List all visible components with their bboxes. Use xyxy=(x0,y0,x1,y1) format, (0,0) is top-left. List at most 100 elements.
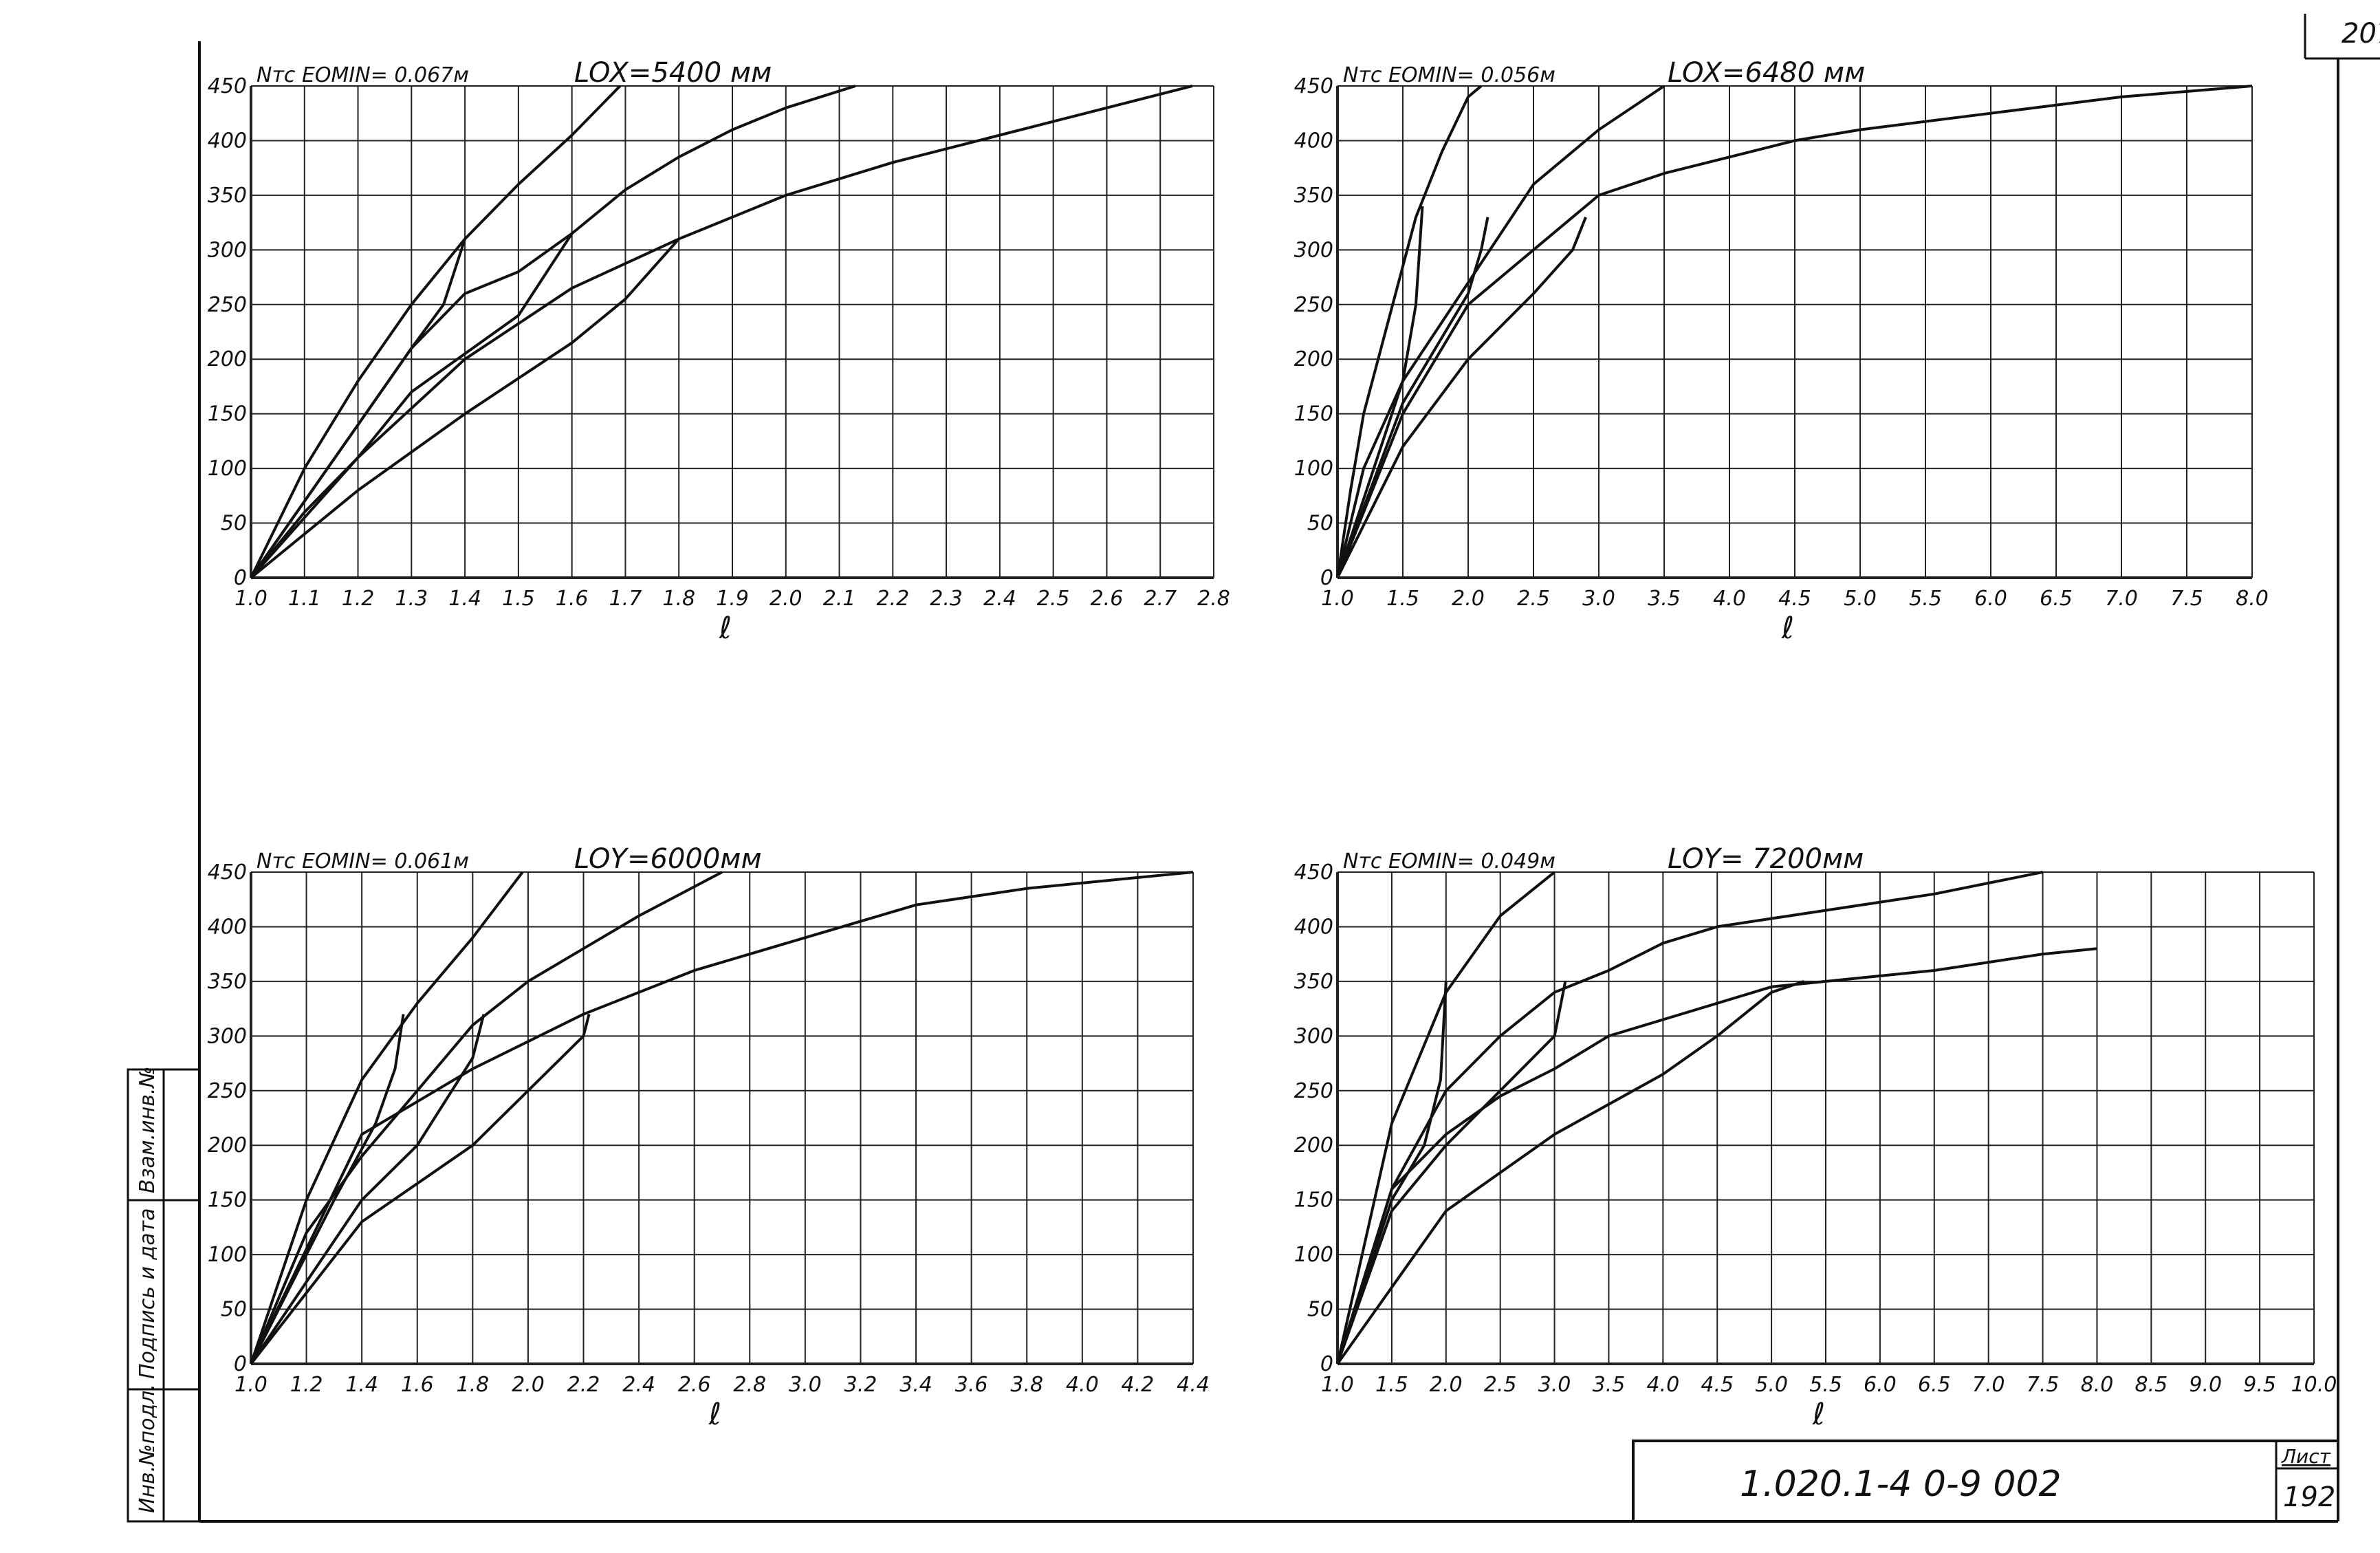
x-tick-label: 4.0 xyxy=(1646,1373,1679,1397)
y-tick-label: 300 xyxy=(1294,1024,1333,1048)
y-tick-label: 450 xyxy=(208,74,247,98)
x-tick-label: 8.0 xyxy=(2236,587,2269,611)
y-tick-label: 50 xyxy=(1307,512,1333,536)
x-tick-label: 1.8 xyxy=(662,587,695,611)
x-tick-label: 1.1 xyxy=(288,587,321,611)
y-tick-label: 250 xyxy=(208,1079,247,1103)
stamp-replace-label: Взам.инв.№ xyxy=(135,1066,160,1193)
series-line-6 xyxy=(1336,206,1424,578)
x-tick-label: 3.6 xyxy=(955,1373,988,1397)
series-line-5 xyxy=(250,238,467,579)
y-tick-label: 200 xyxy=(208,1133,247,1158)
x-tick-label: 1.3 xyxy=(395,587,428,611)
y-tick-label: 150 xyxy=(208,402,247,426)
chart-title: LOY= 7200мм xyxy=(1668,843,1864,875)
y-tick-label: 400 xyxy=(1294,129,1333,153)
x-tick-label: 6.5 xyxy=(2040,587,2073,611)
x-axis-label: ℓ xyxy=(1812,1397,1825,1432)
y-tick-label: 400 xyxy=(208,915,247,939)
title-block: 1.020.1-4 0-9 002 Лист 192 xyxy=(1632,1440,2338,1521)
x-axis-label: ℓ xyxy=(719,611,732,646)
y-tick-label: 100 xyxy=(1294,457,1333,481)
x-tick-label: 2.3 xyxy=(930,587,963,611)
y-tick-label: 250 xyxy=(208,293,247,317)
series-line-5 xyxy=(1336,217,1489,578)
x-tick-label: 1.9 xyxy=(716,587,749,611)
x-tick-label: 3.0 xyxy=(789,1373,822,1397)
series-line-3 xyxy=(1336,85,2253,578)
series-line-2 xyxy=(250,871,723,1365)
chart-lox-5400: 1.0 1.1 1.2 1.3 1.4 1.5 1.6 1.7 1.8 1.9 2.0 2.1 2.2 2… xyxy=(208,57,1230,646)
x-tick-label: 8.5 xyxy=(2135,1373,2168,1397)
y-tick-label: 150 xyxy=(1294,402,1333,426)
x-tick-label: 2.0 xyxy=(512,1373,545,1397)
x-tick-label: 2.6 xyxy=(1091,587,1124,611)
x-tick-label: 2.7 xyxy=(1144,587,1177,611)
x-tick-label: 1.0 xyxy=(1321,1373,1354,1397)
x-tick-label: 7.5 xyxy=(2170,587,2203,611)
series-line-6 xyxy=(250,1014,405,1365)
chart-subtitle: Nтс EOMIN= 0.061м xyxy=(256,849,469,873)
y-tick-label: 450 xyxy=(1294,74,1333,98)
x-tick-label: 9.5 xyxy=(2243,1373,2276,1397)
y-tick-label: 450 xyxy=(208,860,247,884)
series-line-5 xyxy=(1336,981,1567,1365)
chart-subtitle: Nтс EOMIN= 0.049м xyxy=(1343,849,1555,873)
y-tick-label: 150 xyxy=(1294,1188,1333,1213)
side-stamp: Инв.№подл. Подпись и дата Взам.инв.№ xyxy=(127,1066,201,1523)
x-tick-label: 1.2 xyxy=(290,1373,323,1397)
x-tick-label: 6.0 xyxy=(1974,587,2007,611)
x-tick-label: 2.0 xyxy=(1430,1373,1463,1397)
y-tick-label: 200 xyxy=(208,347,247,371)
x-tick-label: 3.8 xyxy=(1010,1373,1043,1397)
x-tick-label: 4.5 xyxy=(1778,587,1811,611)
x-tick-label: 3.2 xyxy=(844,1373,877,1397)
series-line-5 xyxy=(250,1014,485,1365)
x-tick-label: 1.7 xyxy=(609,587,642,611)
x-tick-label: 1.0 xyxy=(234,587,268,611)
y-tick-label: 100 xyxy=(208,1243,247,1267)
y-tick-label: 450 xyxy=(1294,860,1333,884)
y-tick-label: 0 xyxy=(234,1352,247,1376)
x-tick-label: 2.2 xyxy=(876,587,909,611)
chart-loy-7200: 1.0 1.5 2.0 2.5 3.0 3.5 4.0 4.5 5.0 5.5 6.0 6.5 7.0 7… xyxy=(1294,843,2337,1432)
series-line-2 xyxy=(1336,85,1666,578)
series-line-3 xyxy=(250,85,1193,579)
x-tick-label: 6.0 xyxy=(1864,1373,1897,1397)
series-line-4 xyxy=(1336,216,1587,578)
x-tick-label: 2.4 xyxy=(983,587,1016,611)
x-axis-label: ℓ xyxy=(708,1397,721,1432)
y-tick-label: 100 xyxy=(208,457,247,481)
series-line-6 xyxy=(1336,981,1448,1365)
y-tick-label: 150 xyxy=(208,1188,247,1213)
x-tick-label: 1.5 xyxy=(1386,587,1419,611)
x-tick-label: 3.5 xyxy=(1593,1373,1626,1397)
series-line-1 xyxy=(1336,85,1483,578)
x-axis-label: ℓ xyxy=(1781,611,1794,646)
x-tick-label: 10.0 xyxy=(2291,1373,2337,1397)
x-tick-label: 9.0 xyxy=(2189,1373,2222,1397)
series-line-6 xyxy=(250,232,574,579)
y-tick-label: 400 xyxy=(1294,915,1333,939)
x-tick-label: 4.4 xyxy=(1177,1373,1210,1397)
x-tick-label: 5.0 xyxy=(1844,587,1877,611)
series-line-4 xyxy=(250,1014,591,1365)
y-tick-label: 300 xyxy=(208,238,247,262)
x-tick-label: 4.0 xyxy=(1713,587,1746,611)
x-tick-label: 1.2 xyxy=(342,587,375,611)
y-tick-label: 350 xyxy=(1294,184,1333,208)
series-line-3 xyxy=(250,871,1194,1365)
x-tick-label: 1.4 xyxy=(345,1373,378,1397)
x-tick-label: 1.0 xyxy=(1321,587,1354,611)
x-tick-label: 7.5 xyxy=(2027,1373,2060,1397)
x-tick-label: 3.0 xyxy=(1538,1373,1571,1397)
title-block-frame xyxy=(1632,1440,2338,1521)
x-tick-label: 1.5 xyxy=(502,587,535,611)
y-tick-label: 350 xyxy=(208,970,247,994)
x-tick-label: 2.1 xyxy=(823,587,856,611)
y-tick-label: 0 xyxy=(234,566,247,590)
x-tick-label: 2.0 xyxy=(1452,587,1485,611)
x-tick-label: 2.4 xyxy=(622,1373,655,1397)
y-tick-label: 200 xyxy=(1294,1133,1333,1158)
